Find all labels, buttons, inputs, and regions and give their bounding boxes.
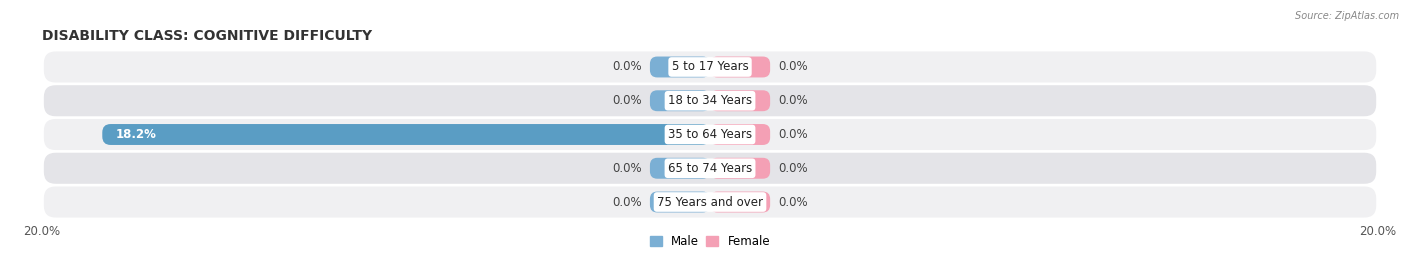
Text: 0.0%: 0.0%: [612, 61, 641, 73]
FancyBboxPatch shape: [650, 158, 710, 179]
Text: 0.0%: 0.0%: [612, 94, 641, 107]
Text: 0.0%: 0.0%: [779, 196, 808, 208]
Text: 0.0%: 0.0%: [779, 128, 808, 141]
Text: 0.0%: 0.0%: [779, 94, 808, 107]
Text: Source: ZipAtlas.com: Source: ZipAtlas.com: [1295, 11, 1399, 21]
FancyBboxPatch shape: [44, 186, 1376, 218]
Text: 0.0%: 0.0%: [779, 61, 808, 73]
FancyBboxPatch shape: [710, 56, 770, 77]
Text: 75 Years and over: 75 Years and over: [657, 196, 763, 208]
Legend: Male, Female: Male, Female: [645, 230, 775, 253]
Text: 65 to 74 Years: 65 to 74 Years: [668, 162, 752, 175]
FancyBboxPatch shape: [44, 85, 1376, 116]
FancyBboxPatch shape: [44, 51, 1376, 83]
FancyBboxPatch shape: [710, 158, 770, 179]
FancyBboxPatch shape: [710, 124, 770, 145]
Text: 0.0%: 0.0%: [779, 162, 808, 175]
FancyBboxPatch shape: [44, 119, 1376, 150]
Text: 0.0%: 0.0%: [612, 162, 641, 175]
Text: 0.0%: 0.0%: [612, 196, 641, 208]
Text: 35 to 64 Years: 35 to 64 Years: [668, 128, 752, 141]
Text: 18.2%: 18.2%: [115, 128, 156, 141]
Text: 5 to 17 Years: 5 to 17 Years: [672, 61, 748, 73]
FancyBboxPatch shape: [650, 56, 710, 77]
FancyBboxPatch shape: [650, 90, 710, 111]
FancyBboxPatch shape: [44, 153, 1376, 184]
FancyBboxPatch shape: [650, 192, 710, 213]
FancyBboxPatch shape: [710, 192, 770, 213]
Text: DISABILITY CLASS: COGNITIVE DIFFICULTY: DISABILITY CLASS: COGNITIVE DIFFICULTY: [42, 29, 373, 43]
FancyBboxPatch shape: [710, 90, 770, 111]
FancyBboxPatch shape: [103, 124, 710, 145]
Text: 18 to 34 Years: 18 to 34 Years: [668, 94, 752, 107]
